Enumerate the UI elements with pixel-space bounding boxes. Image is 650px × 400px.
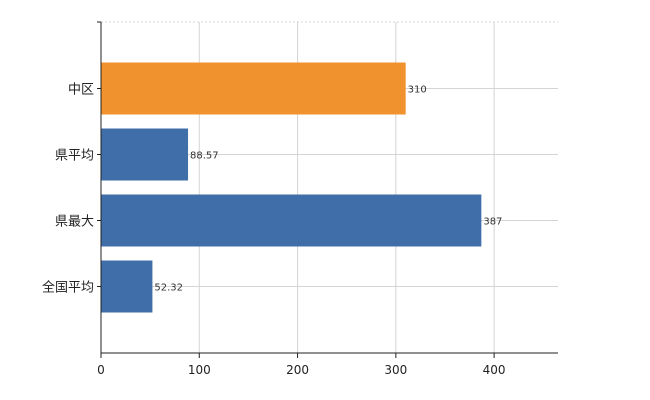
bar-3 — [101, 260, 153, 313]
bars-layer — [101, 62, 482, 313]
value-label-1: 88.57 — [190, 151, 219, 162]
x-tick-label-4: 400 — [483, 363, 506, 377]
category-label-3: 全国平均 — [42, 280, 94, 296]
bar-2 — [101, 194, 482, 247]
axis-layer — [97, 21, 558, 358]
bar-0 — [101, 62, 406, 115]
category-label-2: 県最大 — [55, 215, 94, 230]
value-label-3: 52.32 — [154, 283, 183, 294]
x-tick-label-2: 200 — [286, 363, 309, 377]
x-tick-label-0: 0 — [97, 363, 105, 377]
bar-1 — [101, 128, 189, 181]
category-label-0: 中区 — [68, 83, 94, 98]
value-label-2: 387 — [483, 217, 502, 228]
x-tick-label-3: 300 — [384, 363, 407, 377]
value-label-0: 310 — [408, 85, 427, 96]
category-label-1: 県平均 — [55, 149, 94, 164]
x-tick-label-1: 100 — [188, 363, 211, 377]
